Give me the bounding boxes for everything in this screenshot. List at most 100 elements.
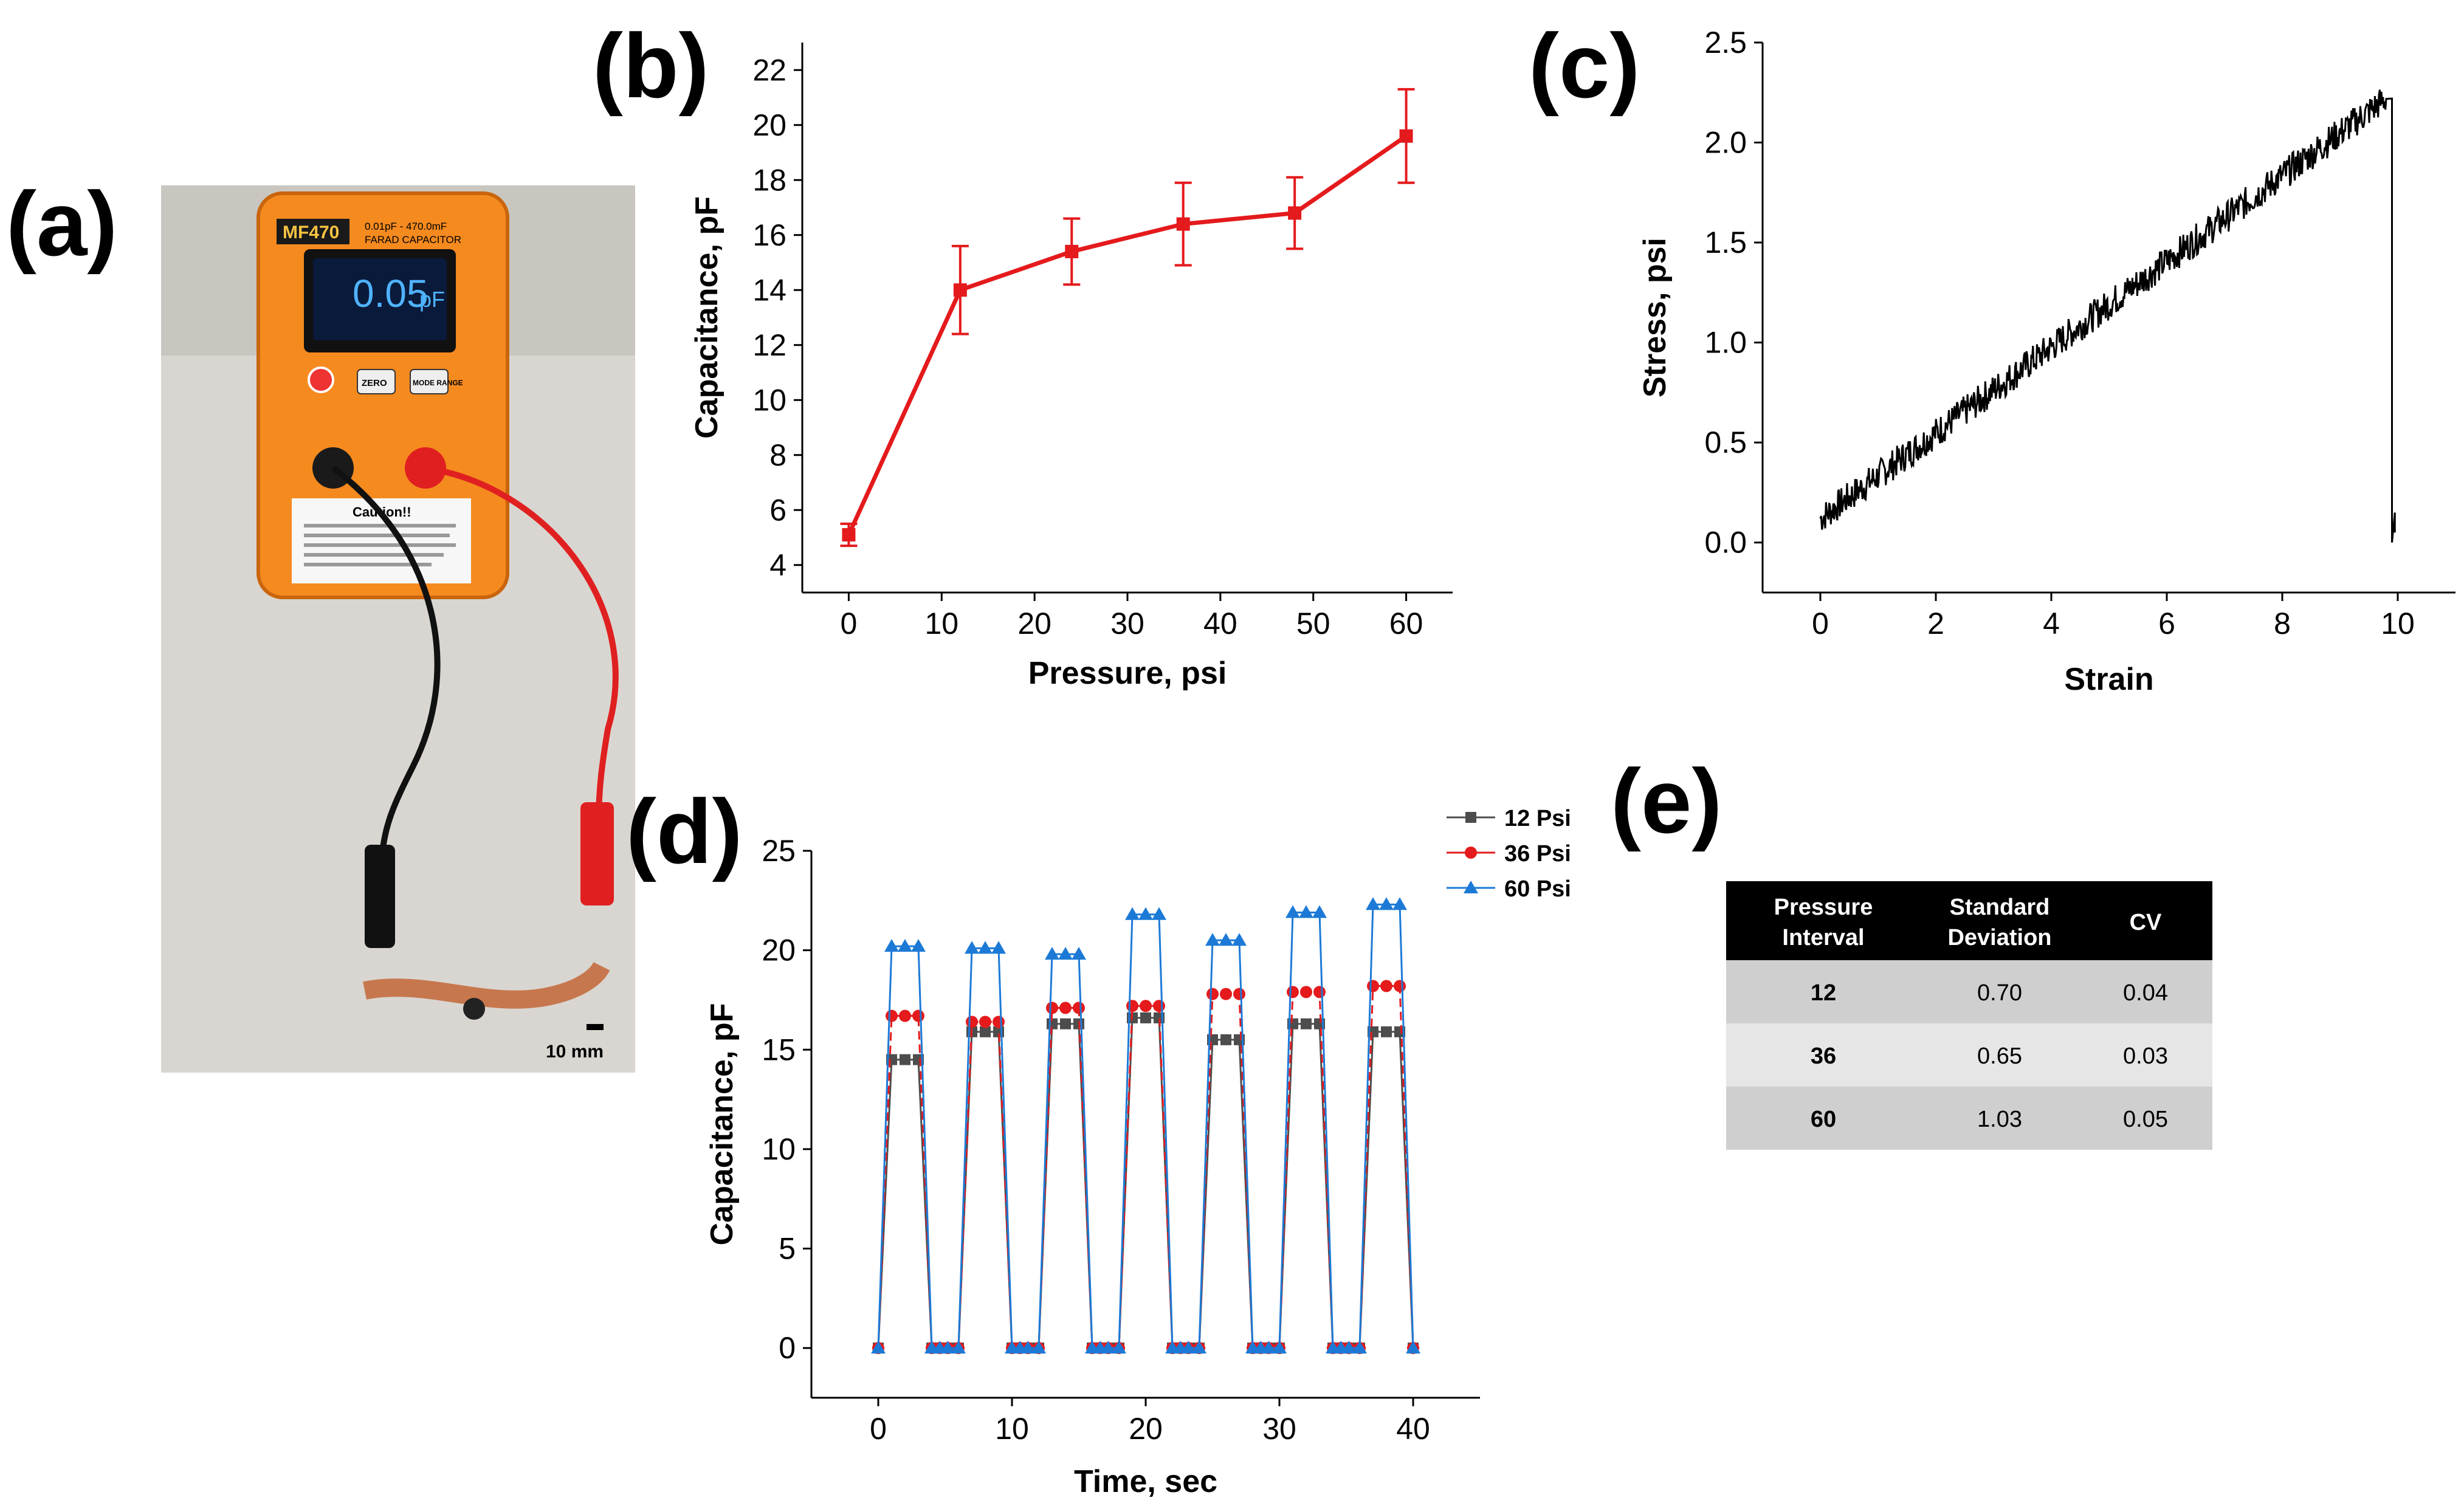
- table-header-cell: Pressure: [1774, 895, 1873, 920]
- data-point-square: [1140, 1012, 1151, 1023]
- panel-b-letter: (b): [593, 15, 709, 117]
- legend-label: 36 Psi: [1504, 841, 1571, 867]
- data-point-triangle: [1138, 907, 1153, 920]
- red-clip: [580, 802, 614, 905]
- y-axis-title: Capacitance, pF: [704, 1003, 740, 1246]
- data-point-circle: [1126, 1000, 1138, 1012]
- x-tick-label: 2: [1927, 607, 1944, 641]
- data-point: [1288, 206, 1302, 220]
- caution-text-line: [304, 543, 456, 547]
- data-point-triangle: [871, 1341, 886, 1354]
- data-point-triangle: [1058, 947, 1073, 960]
- capacitance-meter: MF470 0.01pF - 470.0mF FARAD CAPACITOR 0…: [256, 191, 509, 599]
- x-tick-label: 20: [1017, 607, 1051, 641]
- data-point-triangle: [884, 939, 899, 952]
- data-point-circle: [966, 1015, 978, 1028]
- data-point-circle: [1140, 1000, 1152, 1012]
- zero-button: [357, 369, 396, 394]
- data-point-square: [1220, 1034, 1231, 1045]
- data-point: [842, 527, 856, 541]
- legend-marker-circle: [1465, 847, 1477, 859]
- table-header-cell: Interval: [1782, 925, 1864, 950]
- data-point-triangle: [1232, 933, 1247, 946]
- table-cell: 0.70: [1977, 980, 2022, 1006]
- table-cell: 0.05: [2123, 1107, 2168, 1132]
- data-point-circle: [1220, 988, 1232, 1000]
- data-point-triangle: [1341, 1341, 1357, 1354]
- meter-model: MF470: [283, 222, 339, 242]
- y-tick-label: 20: [752, 108, 786, 142]
- series-line-60-psi: [877, 903, 1414, 1349]
- data-point-triangle: [1101, 1341, 1116, 1354]
- legend-label: 60 Psi: [1504, 876, 1571, 902]
- table-cell: 0.04: [2123, 980, 2168, 1006]
- chart-c: 0 2 4 6 8 10 0.0 0.5 1.0 1.5 2.0 2.5 Strain Stress, p…: [1637, 26, 2455, 697]
- x-axis-title: Time, sec: [1074, 1464, 1217, 1499]
- panel-e-letter: (e): [1611, 750, 1722, 852]
- y-tick-label: 10: [762, 1132, 796, 1166]
- y-tick-label: 15: [762, 1033, 796, 1067]
- x-tick-label: 40: [1396, 1412, 1430, 1446]
- data-point-triangle: [978, 941, 993, 954]
- data-point: [1065, 244, 1079, 258]
- y-tick-label: 16: [752, 218, 786, 252]
- data-point-circle: [899, 1009, 911, 1022]
- data-point-triangle: [1125, 907, 1140, 920]
- table-cell: 0.65: [1977, 1043, 2022, 1069]
- data-point-circle: [1059, 1002, 1072, 1014]
- y-tick-label: 18: [752, 163, 786, 197]
- meter-range: 0.01pF - 470.0mF: [365, 221, 447, 232]
- data-point-triangle: [1045, 947, 1059, 960]
- y-tick-label: 14: [752, 273, 786, 307]
- data-point-triangle: [1192, 1341, 1206, 1354]
- copper-sensor-strip: [363, 961, 610, 1009]
- x-tick-label: 0: [1812, 607, 1829, 641]
- data-point-triangle: [1285, 905, 1300, 918]
- x-tick-label: 0: [870, 1412, 887, 1446]
- data-point-circle: [1394, 980, 1406, 992]
- red-lead-wire: [425, 465, 619, 821]
- table-row: [1726, 960, 2212, 1023]
- data-point-circle: [979, 1015, 991, 1028]
- y-tick-label: 0.0: [1704, 526, 1747, 560]
- y-tick-label: 12: [752, 328, 786, 362]
- chart-b: 0 10 20 30 40 50 60 4 6 8 10 12 14 16 18 20 22 Pressure, …: [689, 43, 1453, 691]
- panel-a-photo: MF470 0.01pF - 470.0mF FARAD CAPACITOR 0…: [161, 185, 635, 1073]
- x-axis-title: Pressure, psi: [1028, 656, 1227, 691]
- data-point-square: [1381, 1026, 1392, 1037]
- data-point-circle: [1367, 980, 1379, 992]
- panel-a-letter: (a): [6, 173, 117, 275]
- x-tick-label: 6: [2158, 607, 2175, 641]
- data-point-square: [1301, 1018, 1312, 1029]
- data-point-triangle: [1181, 1341, 1196, 1354]
- y-tick-label: 10: [752, 383, 786, 417]
- x-tick-label: 0: [841, 607, 858, 641]
- black-clip: [365, 845, 395, 948]
- x-tick-label: 20: [1129, 1412, 1163, 1446]
- black-lead-wire: [331, 466, 441, 864]
- data-point-triangle: [1205, 933, 1220, 946]
- data-point-circle: [1313, 986, 1326, 998]
- data-point-triangle: [1312, 905, 1327, 918]
- zero-button-label: ZERO: [362, 378, 387, 388]
- data-point-circle: [1233, 988, 1245, 1000]
- legend-label: 12 Psi: [1504, 806, 1571, 831]
- y-axis-title: Capacitance, pF: [689, 196, 724, 439]
- data-point-triangle: [1072, 947, 1086, 960]
- data-point-triangle: [1379, 897, 1394, 910]
- y-axis-title: Stress, psi: [1637, 238, 1673, 397]
- legend-marker-square: [1465, 812, 1476, 823]
- x-tick-label: 8: [2274, 607, 2291, 641]
- data-point-triangle: [1152, 907, 1166, 920]
- y-tick-label: 5: [779, 1232, 796, 1266]
- data-point-circle: [1073, 1002, 1085, 1014]
- series-line-36-psi: [877, 985, 1414, 1349]
- y-tick-label: 0: [779, 1331, 796, 1365]
- x-tick-label: 10: [2381, 607, 2415, 641]
- data-point-triangle: [1406, 1341, 1420, 1354]
- y-tick-label: 8: [769, 438, 786, 472]
- meter-screen: [313, 258, 447, 340]
- table-cell: 0.03: [2123, 1043, 2168, 1069]
- series-line-capacitance: [847, 134, 1408, 536]
